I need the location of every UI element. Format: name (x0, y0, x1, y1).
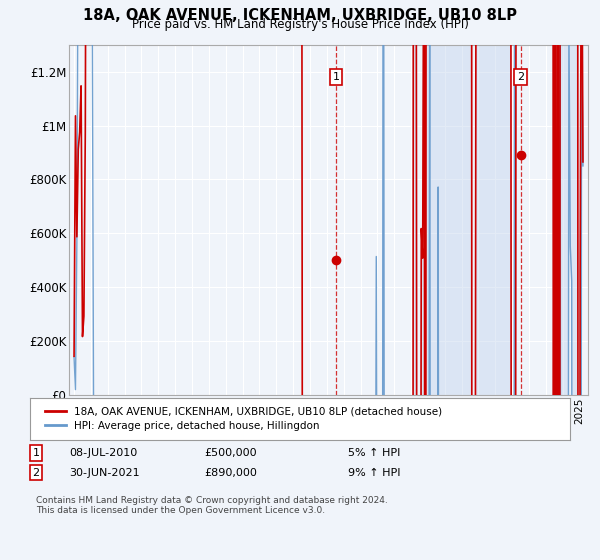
Text: Contains HM Land Registry data © Crown copyright and database right 2024.
This d: Contains HM Land Registry data © Crown c… (36, 496, 388, 515)
Text: 30-JUN-2021: 30-JUN-2021 (69, 468, 140, 478)
Text: 1: 1 (332, 72, 340, 82)
Text: 5% ↑ HPI: 5% ↑ HPI (348, 448, 400, 458)
Text: £890,000: £890,000 (204, 468, 257, 478)
Text: 9% ↑ HPI: 9% ↑ HPI (348, 468, 401, 478)
Text: 2: 2 (517, 72, 524, 82)
Text: 2: 2 (32, 468, 40, 478)
Legend: 18A, OAK AVENUE, ICKENHAM, UXBRIDGE, UB10 8LP (detached house), HPI: Average pri: 18A, OAK AVENUE, ICKENHAM, UXBRIDGE, UB1… (41, 402, 446, 435)
Text: Price paid vs. HM Land Registry's House Price Index (HPI): Price paid vs. HM Land Registry's House … (131, 18, 469, 31)
Text: 08-JUL-2010: 08-JUL-2010 (69, 448, 137, 458)
Text: £500,000: £500,000 (204, 448, 257, 458)
Text: 18A, OAK AVENUE, ICKENHAM, UXBRIDGE, UB10 8LP: 18A, OAK AVENUE, ICKENHAM, UXBRIDGE, UB1… (83, 8, 517, 24)
Text: 1: 1 (32, 448, 40, 458)
